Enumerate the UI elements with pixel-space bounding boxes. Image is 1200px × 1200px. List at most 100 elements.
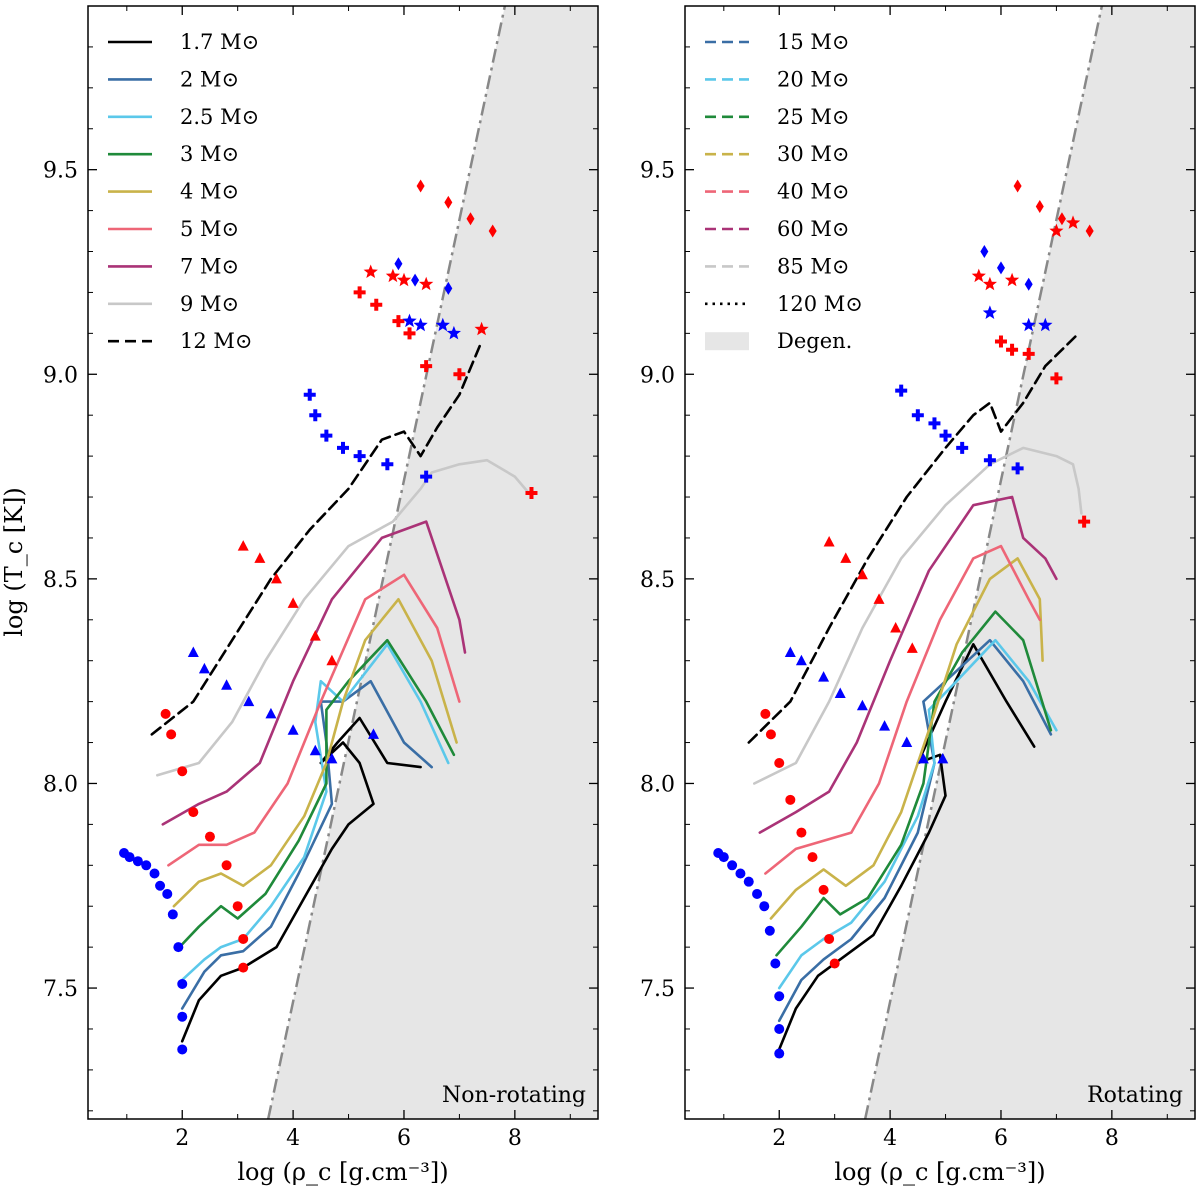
plot-frame: [684, 5, 1196, 1120]
series-line: [150, 340, 483, 736]
panel-label: Non-rotating: [442, 1083, 586, 1108]
plus-marker: [303, 388, 316, 401]
y-tick-label: 9.5: [43, 159, 78, 184]
circle-marker: [764, 925, 775, 936]
legend-label: 1.7 M⊙: [180, 30, 259, 54]
plus-marker: [928, 417, 941, 430]
plus-marker: [983, 454, 996, 467]
circle-marker: [735, 868, 746, 879]
circle-marker: [759, 901, 770, 912]
legend-label: 12 M⊙: [180, 329, 253, 353]
triangle-marker: [265, 707, 277, 719]
circle-marker: [785, 794, 796, 805]
y-tick-label: 8.0: [43, 772, 78, 797]
star-marker: [363, 264, 378, 278]
triangle-marker: [840, 552, 852, 563]
legend-label: 60 M⊙: [777, 217, 850, 241]
legend-label: 30 M⊙: [777, 142, 850, 166]
y-tick-label: 9.0: [43, 363, 78, 388]
triangle-marker: [856, 699, 868, 711]
legend-item: 2.5 M⊙: [108, 105, 259, 129]
series-line: [156, 458, 530, 777]
legend-label: 120 M⊙: [777, 292, 863, 316]
plus-marker: [381, 458, 394, 471]
star-marker: [385, 268, 400, 283]
triangle-marker: [198, 662, 210, 674]
circle-marker: [177, 1011, 188, 1022]
y-tick-label: 7.5: [43, 977, 78, 1002]
legend-label: 2 M⊙: [180, 67, 239, 91]
legend-label: 25 M⊙: [777, 105, 850, 129]
circle-marker: [149, 868, 160, 879]
triangle-marker: [326, 752, 338, 764]
circle-marker: [807, 852, 818, 863]
triangle-marker: [784, 646, 796, 658]
diamond-marker: [1013, 179, 1022, 193]
circle-marker: [167, 909, 178, 920]
series-line: [180, 679, 433, 1010]
degenerate-region: [865, 6, 1195, 1119]
star-marker: [419, 276, 434, 291]
circle-marker: [829, 958, 840, 969]
series-line: [777, 643, 1036, 1051]
legend-label: 15 M⊙: [777, 30, 850, 54]
series-line: [777, 638, 1053, 1023]
triangle-marker: [326, 654, 338, 666]
plus-marker: [309, 409, 322, 422]
diamond-marker: [996, 261, 1005, 275]
diamond-marker: [394, 257, 403, 271]
triangle-marker: [270, 572, 282, 584]
plus-marker: [370, 298, 383, 311]
legend-item: 30 M⊙: [705, 142, 850, 166]
plus-marker: [1022, 347, 1035, 360]
triangle-marker: [287, 724, 299, 735]
star-marker: [1049, 223, 1064, 238]
diamond-marker: [411, 273, 420, 287]
star-marker: [396, 272, 412, 287]
legend-item: 25 M⊙: [705, 105, 850, 129]
star-marker: [1004, 272, 1020, 287]
star-marker: [1021, 317, 1036, 332]
plus-marker: [994, 335, 1007, 348]
legend-item: 85 M⊙: [705, 254, 850, 278]
series-line: [180, 716, 422, 1043]
series-line: [753, 446, 1083, 785]
plus-marker: [939, 429, 952, 442]
circle-marker: [774, 1023, 785, 1034]
series-line: [747, 332, 1080, 744]
circle-marker: [204, 831, 215, 842]
star-marker: [1065, 215, 1081, 229]
legend: 1.7 M⊙ 2 M⊙ 2.5 M⊙ 3 M⊙ 4 M⊙ 5 M⊙ 7 M⊙ 9 M⊙ 12 M…: [108, 30, 259, 353]
legend-label: 2.5 M⊙: [180, 105, 259, 129]
triangle-marker: [187, 646, 199, 658]
legend-item: 2 M⊙: [108, 67, 239, 91]
plus-marker: [420, 360, 433, 373]
x-tick-label: 4: [883, 1126, 897, 1151]
plus-marker: [353, 450, 366, 463]
plus-marker: [1078, 515, 1091, 528]
series-line: [764, 544, 1042, 875]
legend-label: 4 M⊙: [180, 180, 239, 204]
plus-marker: [911, 409, 924, 422]
triangle-marker: [243, 695, 255, 707]
x-axis-title-right: log (ρ_c [g.cm⁻³]): [834, 1158, 1045, 1186]
plus-marker: [895, 384, 908, 397]
marker-layer: [119, 179, 538, 1055]
triangle-marker: [823, 536, 835, 547]
circle-marker: [177, 1044, 188, 1055]
star-marker: [982, 305, 997, 319]
legend-label: 20 M⊙: [777, 67, 850, 91]
triangle-marker: [834, 687, 846, 698]
star-marker: [474, 321, 489, 336]
x-tick-label: 8: [508, 1126, 522, 1151]
tick-layer: 2 4 6 8 7.5 8.0 8.5 9.0 9.5: [43, 5, 598, 1151]
circle-marker: [770, 958, 781, 969]
legend-label: 3 M⊙: [180, 142, 239, 166]
x-tick-label: 2: [772, 1126, 786, 1151]
diamond-marker: [1085, 224, 1094, 238]
star-marker: [971, 268, 986, 283]
plus-marker: [337, 441, 349, 454]
triangle-marker: [254, 552, 266, 563]
plus-marker: [453, 368, 466, 381]
